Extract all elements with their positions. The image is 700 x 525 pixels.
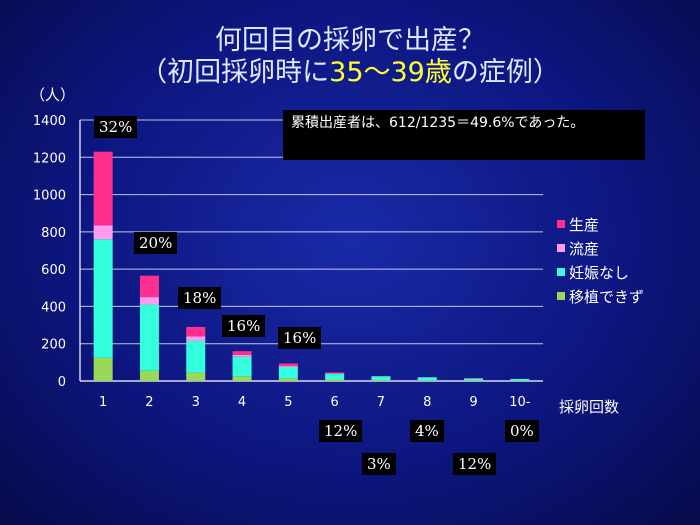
- x-tick-label: 2: [145, 395, 153, 410]
- y-tick-label: 800: [41, 226, 66, 241]
- title-age-highlight: 35〜39歳: [329, 57, 452, 88]
- legend-swatch-no-transfer: [557, 292, 565, 300]
- legend-swatch-miscarriage: [557, 244, 565, 252]
- percent-label: 32%: [94, 116, 138, 138]
- y-tick-label: 1200: [33, 151, 66, 166]
- title-prefix: （初回採卵時に: [140, 57, 330, 88]
- bar-segment-no-transfer: [325, 379, 345, 381]
- x-axis-label: 採卵回数: [559, 398, 619, 416]
- bar-segment-no-transfer: [139, 370, 159, 381]
- bar-segment-no-pregnancy: [417, 377, 437, 381]
- y-tick-label: 400: [41, 300, 66, 315]
- percent-label: 12%: [319, 420, 363, 442]
- legend-item-miscarriage: 流産: [557, 236, 644, 260]
- legend-label-birth: 生産: [569, 215, 600, 234]
- percent-label: 0%: [505, 420, 539, 442]
- bar-segment-no-pregnancy: [186, 340, 206, 373]
- bar-segment-miscarriage: [93, 225, 113, 240]
- legend-swatch-no-pregnancy: [557, 268, 565, 276]
- bar-segment-birth: [278, 363, 298, 367]
- bar-segment-no-pregnancy: [464, 378, 484, 381]
- legend-label-no-transfer: 移植できず: [569, 287, 645, 306]
- bar-segment-birth: [232, 351, 252, 355]
- percent-label: 16%: [278, 327, 322, 349]
- y-axis-unit-label: （人）: [30, 86, 75, 104]
- y-tick-label: 600: [41, 263, 66, 278]
- y-tick-label: 200: [41, 338, 66, 353]
- x-tick-label: 5: [284, 395, 292, 410]
- x-tick-label: 10-: [509, 395, 531, 410]
- bar-segment-no-pregnancy: [325, 373, 345, 380]
- x-tick-label: 9: [469, 395, 477, 410]
- title-suffix: の症例）: [451, 57, 560, 88]
- x-tick-label: 1: [99, 395, 107, 410]
- chart-legend: 生産 流産 妊娠なし 移植できず: [557, 212, 644, 308]
- percent-label: 3%: [362, 453, 396, 475]
- y-tick-label: 1000: [33, 189, 66, 204]
- bar-segment-no-transfer: [186, 372, 206, 381]
- chart-title-line1: 何回目の採卵で出産？: [215, 25, 485, 56]
- y-tick-label: 0: [58, 375, 66, 390]
- legend-item-no-transfer: 移植できず: [557, 284, 644, 308]
- bar-segment-no-transfer: [93, 357, 113, 381]
- bar-segment-no-pregnancy: [232, 356, 252, 377]
- bar-segment-birth: [186, 326, 206, 337]
- bar-segment-no-transfer: [417, 380, 437, 381]
- percent-label: 12%: [453, 453, 497, 475]
- x-tick-label: 4: [238, 395, 246, 410]
- chart-title-line2: （初回採卵時に35〜39歳の症例）: [0, 50, 700, 89]
- bar-segment-birth: [93, 151, 113, 226]
- legend-label-miscarriage: 流産: [569, 239, 600, 258]
- percent-label: 4%: [410, 420, 444, 442]
- bar-segment-miscarriage: [186, 336, 206, 341]
- legend-item-birth: 生産: [557, 212, 644, 236]
- bar-segment-no-pregnancy: [93, 239, 113, 358]
- x-tick-label: 3: [192, 395, 200, 410]
- x-tick-label: 7: [377, 395, 385, 410]
- x-tick-label: 8: [423, 395, 431, 410]
- bar-segment-no-transfer: [278, 378, 298, 381]
- bar-segment-no-pregnancy: [278, 367, 298, 379]
- y-tick-label: 1400: [33, 114, 66, 129]
- percent-label: 18%: [178, 287, 222, 309]
- cumulative-birth-note: 累積出産者は、612/1235＝49.6%であった。: [283, 110, 645, 160]
- percent-label: 20%: [134, 232, 178, 254]
- bar-segment-miscarriage: [278, 366, 298, 368]
- legend-label-no-pregnancy: 妊娠なし: [569, 263, 630, 282]
- bar-segment-birth: [325, 372, 345, 374]
- bar-segment-no-pregnancy: [371, 376, 391, 381]
- bar-segment-birth: [139, 275, 159, 298]
- percent-label: 16%: [222, 315, 266, 337]
- bar-segment-no-transfer: [232, 376, 252, 381]
- bar-segment-no-pregnancy: [510, 378, 530, 381]
- bar-segment-no-transfer: [371, 380, 391, 381]
- bar-segment-no-pregnancy: [139, 304, 159, 371]
- bar-segment-miscarriage: [325, 373, 345, 374]
- bar-segment-miscarriage: [232, 354, 252, 357]
- legend-swatch-birth: [557, 220, 565, 228]
- bar-segment-no-transfer: [510, 380, 530, 381]
- x-tick-label: 6: [331, 395, 339, 410]
- bar-segment-no-transfer: [464, 380, 484, 381]
- legend-item-no-pregnancy: 妊娠なし: [557, 260, 644, 284]
- bar-segment-miscarriage: [139, 297, 159, 305]
